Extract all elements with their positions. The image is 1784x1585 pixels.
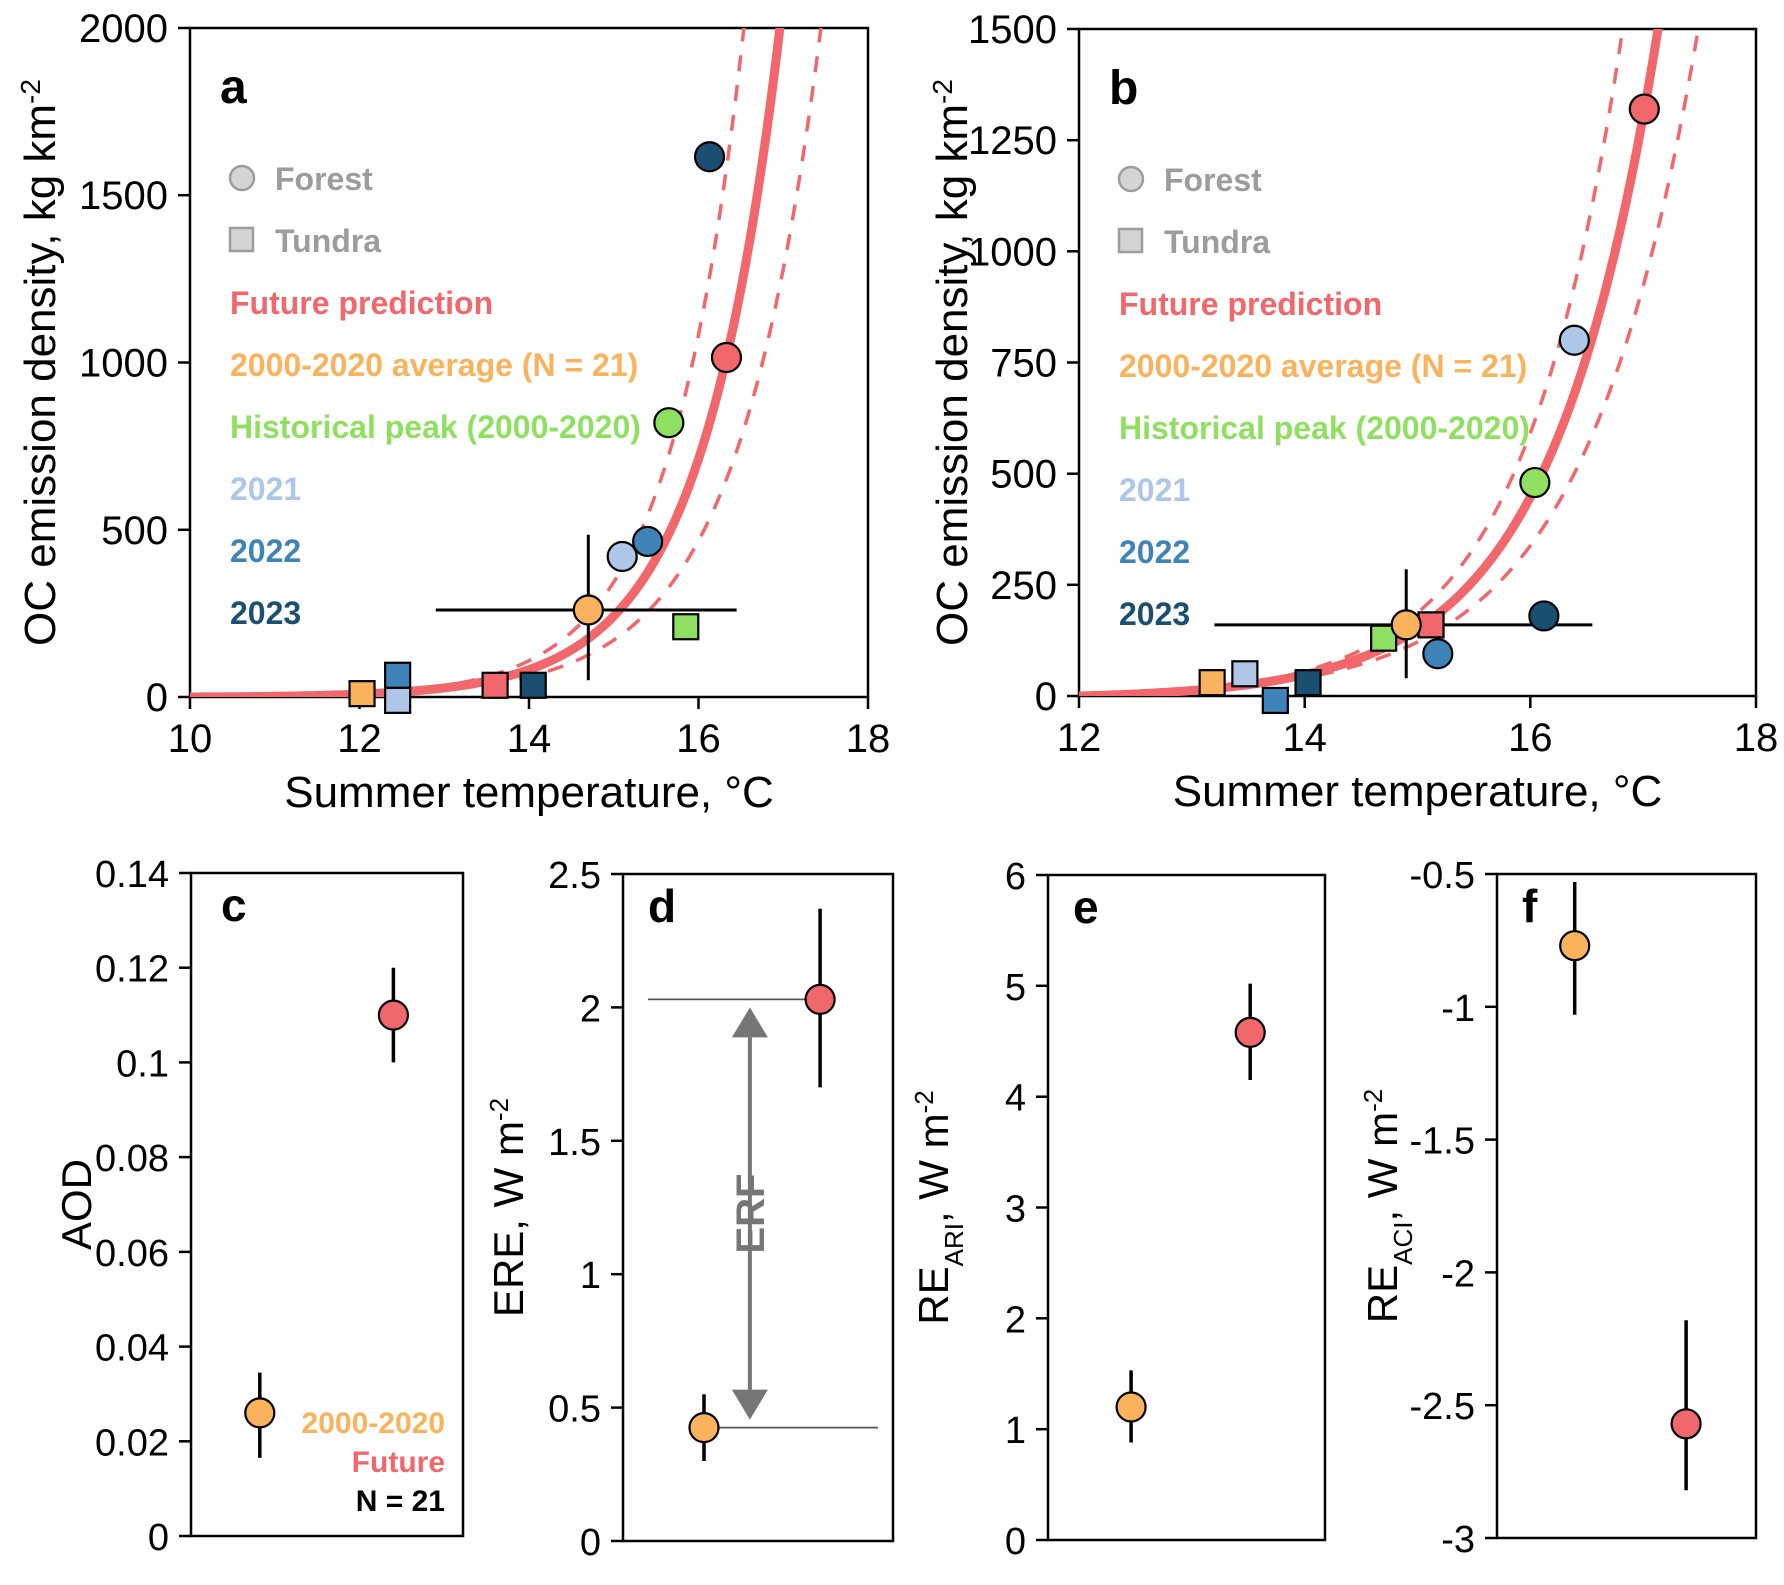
svg-text:0.1: 0.1 [116,1043,169,1085]
svg-text:250: 250 [990,564,1057,608]
svg-text:2022: 2022 [1119,534,1190,570]
svg-text:ERF: ERF [729,1174,773,1254]
svg-text:1000: 1000 [968,230,1057,274]
svg-text:0: 0 [146,676,168,720]
svg-text:0: 0 [580,1522,601,1564]
svg-text:18: 18 [846,717,891,761]
svg-text:Summer temperature, °C: Summer temperature, °C [284,768,774,817]
svg-text:16: 16 [676,717,721,761]
svg-text:0.12: 0.12 [95,949,169,991]
svg-text:2000-2020 average (N = 21): 2000-2020 average (N = 21) [1119,348,1527,384]
svg-text:-0.5: -0.5 [1410,855,1475,897]
svg-text:2023: 2023 [230,595,301,631]
svg-text:-3: -3 [1441,1519,1475,1561]
svg-text:2022: 2022 [230,533,301,569]
svg-text:3: 3 [1005,1189,1026,1231]
svg-text:16: 16 [1508,716,1553,760]
svg-text:0.02: 0.02 [95,1422,169,1464]
svg-text:2000-2020 average (N = 21): 2000-2020 average (N = 21) [230,347,638,383]
svg-text:Future prediction: Future prediction [230,285,493,321]
svg-text:0: 0 [148,1517,169,1559]
svg-text:12: 12 [337,717,382,761]
svg-text:4: 4 [1005,1078,1026,1120]
svg-text:b: b [1109,62,1138,115]
svg-text:18: 18 [1734,716,1779,760]
svg-text:-1.5: -1.5 [1410,1121,1475,1163]
svg-text:2023: 2023 [1119,596,1190,632]
svg-text:Forest: Forest [1164,162,1262,198]
svg-text:500: 500 [101,509,168,553]
svg-text:1000: 1000 [79,342,168,386]
svg-text:0.08: 0.08 [95,1138,169,1180]
svg-text:f: f [1522,880,1538,932]
svg-text:500: 500 [990,453,1057,497]
svg-text:Summer temperature, °C: Summer temperature, °C [1173,767,1663,816]
svg-text:1: 1 [580,1255,601,1297]
svg-text:ERE, W m-2: ERE, W m-2 [484,1098,532,1317]
svg-text:-2: -2 [1441,1253,1475,1295]
svg-text:6: 6 [1005,856,1026,898]
svg-text:Forest: Forest [275,161,373,197]
svg-text:10: 10 [168,717,213,761]
svg-text:2021: 2021 [230,471,301,507]
svg-text:Historical peak (2000-2020): Historical peak (2000-2020) [230,409,641,445]
svg-text:d: d [648,880,676,932]
svg-text:AOD: AOD [53,1159,100,1250]
svg-text:c: c [221,879,247,931]
svg-text:2: 2 [1005,1299,1026,1341]
svg-text:OC emission density, kg km-2: OC emission density, kg km-2 [15,79,66,646]
svg-text:1.5: 1.5 [548,1122,601,1164]
svg-text:Future: Future [352,1446,445,1479]
svg-text:N = 21: N = 21 [356,1485,445,1518]
svg-text:0.06: 0.06 [95,1233,169,1275]
svg-text:2.5: 2.5 [548,855,601,897]
svg-text:0: 0 [1005,1521,1026,1563]
svg-text:5: 5 [1005,967,1026,1009]
svg-text:1500: 1500 [968,8,1057,52]
svg-text:1: 1 [1005,1410,1026,1452]
svg-text:2: 2 [580,988,601,1030]
svg-text:a: a [220,61,247,114]
svg-text:2021: 2021 [1119,472,1190,508]
svg-text:14: 14 [507,717,552,761]
svg-text:-2.5: -2.5 [1410,1386,1475,1428]
svg-text:2000: 2000 [79,7,168,51]
svg-text:14: 14 [1282,716,1327,760]
svg-text:1250: 1250 [968,119,1057,163]
svg-text:1500: 1500 [79,174,168,218]
svg-text:Tundra: Tundra [275,223,381,259]
svg-text:-1: -1 [1441,988,1475,1030]
svg-text:0.5: 0.5 [548,1389,601,1431]
svg-text:e: e [1073,881,1099,933]
svg-text:Tundra: Tundra [1164,224,1270,260]
svg-text:2000-2020: 2000-2020 [302,1407,445,1440]
svg-text:12: 12 [1057,716,1102,760]
svg-text:0.04: 0.04 [95,1328,169,1370]
svg-text:Future prediction: Future prediction [1119,286,1382,322]
svg-text:Historical peak (2000-2020): Historical peak (2000-2020) [1119,410,1530,446]
svg-text:OC emission density, kg km-2: OC emission density, kg km-2 [927,79,978,646]
svg-text:0: 0 [1035,675,1057,719]
svg-text:750: 750 [990,342,1057,386]
svg-text:0.14: 0.14 [95,854,169,896]
